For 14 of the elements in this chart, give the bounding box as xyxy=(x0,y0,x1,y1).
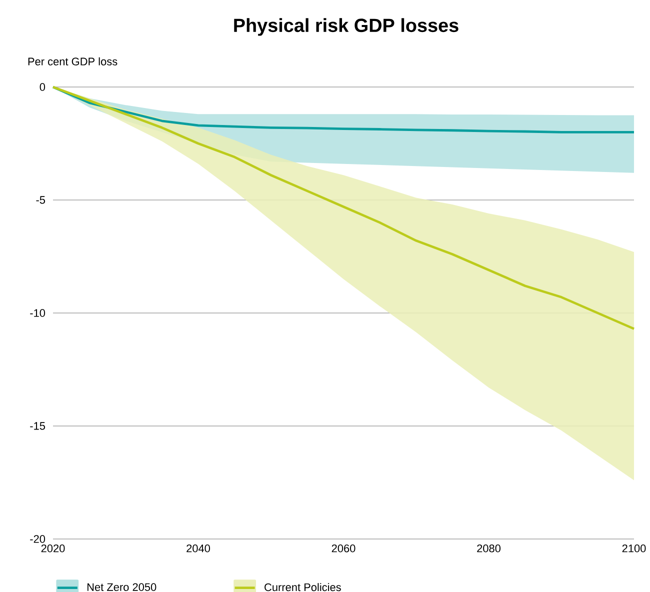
chart-title: Physical risk GDP losses xyxy=(234,18,458,36)
legend-label: Net Zero 2050 xyxy=(87,583,156,591)
x-tick-label: 2020 xyxy=(41,544,65,552)
y-tick-label: -5 xyxy=(36,196,46,204)
y-axis-title: Per cent GDP loss xyxy=(28,57,118,66)
y-tick-label: -20 xyxy=(30,535,46,543)
x-tick-label: 2100 xyxy=(622,544,646,552)
y-tick-label: -10 xyxy=(30,309,46,317)
legend-label: Current Policies xyxy=(264,583,341,592)
y-tick-label: -15 xyxy=(30,422,46,430)
x-tick-label: 2080 xyxy=(477,544,501,552)
x-tick-label: 2060 xyxy=(332,544,356,552)
y-tick-label: 0 xyxy=(40,83,46,91)
x-tick-label: 2040 xyxy=(186,544,210,552)
